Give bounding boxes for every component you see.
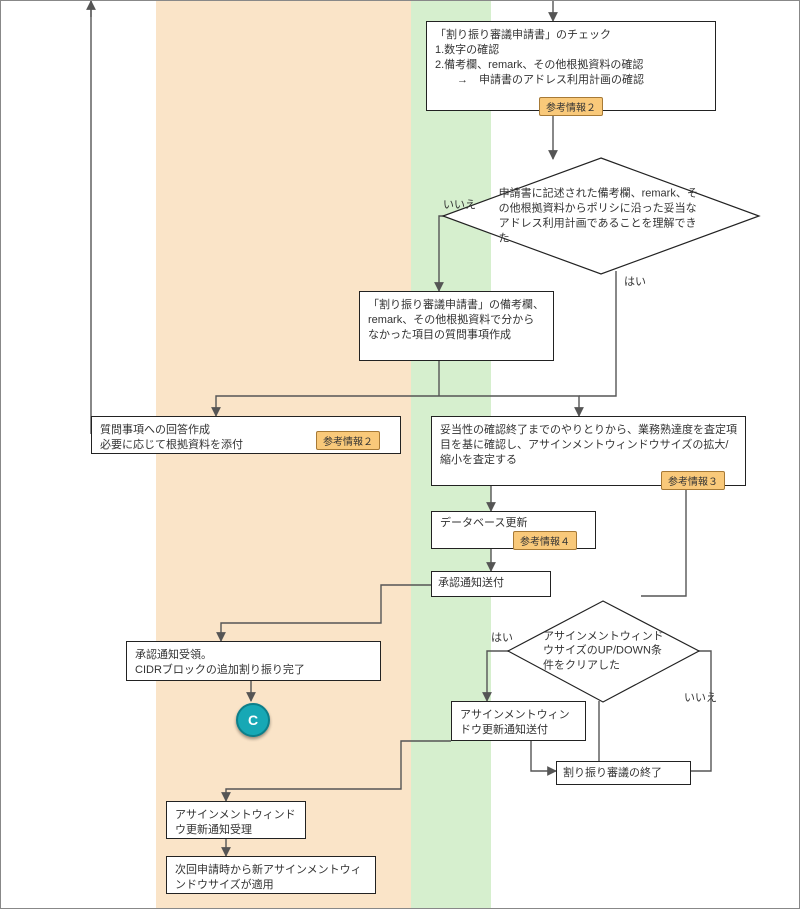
dbupdate-text: データベース更新 [440, 517, 527, 529]
check-line4: → 申請書のアドレス利用計画の確認 [435, 73, 707, 88]
check-line2: 1.数字の確認 [435, 43, 707, 58]
approverecv-line1: 承認通知受領。 [135, 648, 372, 663]
awupdatesend-text: アサインメントウィンドウ更新通知送付 [460, 709, 570, 736]
diamond-understood-plan: 申請書に記述された備考欄、remark、その他根拠資料からポリシに沿った妥当なア… [441, 156, 761, 276]
reviewend-text: 割り振り審議の終了 [563, 767, 662, 779]
approvenotice-text: 承認通知送付 [438, 577, 504, 589]
assess-text: 妥当性の確認終了までのやりとりから、業務熟達度を査定項目を基に確認し、アサインメ… [440, 424, 737, 466]
badge-ref2a: 参考情報２ [539, 97, 603, 116]
flowchart-canvas: 「割り振り審議申請書」のチェック 1.数字の確認 2.備考欄、remark、その… [0, 0, 800, 909]
check-line1: 「割り振り審議申請書」のチェック [435, 28, 707, 43]
connector-c: C [236, 703, 270, 737]
awupdaterecv-text: アサインメントウィンドウ更新通知受理 [175, 809, 296, 836]
diamond2-text: アサインメントウィンドウサイズのUP/DOWN条件をクリアした [543, 629, 664, 674]
badge-ref2b: 参考情報２ [316, 431, 380, 450]
node-approval-send: 承認通知送付 [431, 571, 551, 597]
lane-orange [156, 1, 411, 908]
approverecv-line2: CIDRブロックの追加割り振り完了 [135, 663, 372, 678]
node-approval-receive: 承認通知受領。 CIDRブロックの追加割り振り完了 [126, 641, 381, 681]
diamond-window-condition: アサインメントウィンドウサイズのUP/DOWN条件をクリアした [506, 599, 701, 704]
nextapply-text: 次回申請時から新アサインメントウィンドウサイズが適用 [175, 864, 362, 891]
questions-text: 「割り振り審議申請書」の備考欄、remark、その他根拠資料で分からなかった項目… [368, 299, 544, 341]
diamond1-text: 申請書に記述された備考欄、remark、その他根拠資料からポリシに沿った妥当なア… [499, 186, 704, 245]
label-yes-2: はい [491, 629, 513, 645]
node-next-apply: 次回申請時から新アサインメントウィンドウサイズが適用 [166, 856, 376, 894]
node-review-end: 割り振り審議の終了 [556, 761, 691, 785]
label-no-1: いいえ [443, 196, 476, 212]
badge-ref3: 参考情報３ [661, 471, 725, 490]
label-no-2: いいえ [684, 689, 717, 705]
node-aw-update-receive: アサインメントウィンドウ更新通知受理 [166, 801, 306, 839]
node-aw-update-send: アサインメントウィンドウ更新通知送付 [451, 701, 586, 741]
badge-ref4: 参考情報４ [513, 531, 577, 550]
label-yes-1: はい [624, 273, 646, 289]
node-create-questions: 「割り振り審議申請書」の備考欄、remark、その他根拠資料で分からなかった項目… [359, 291, 554, 361]
check-line3: 2.備考欄、remark、その他根拠資料の確認 [435, 58, 707, 73]
